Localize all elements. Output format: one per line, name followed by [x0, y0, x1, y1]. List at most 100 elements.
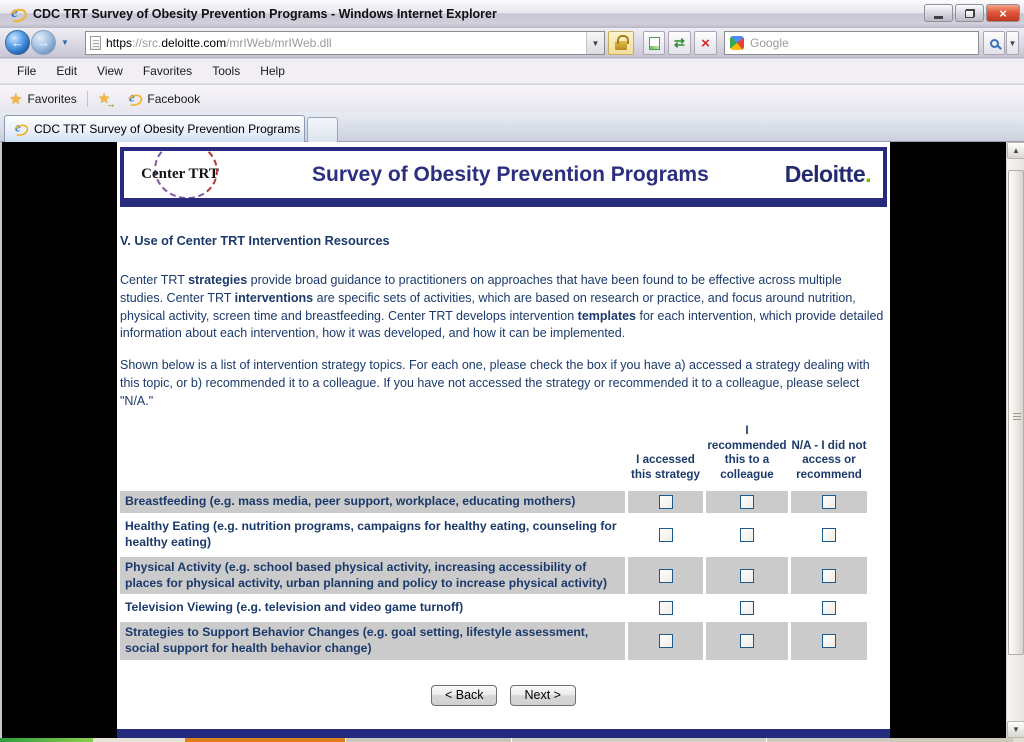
scrollbar-thumb[interactable] [1008, 170, 1024, 655]
survey-table: I accessed this strategy I recommended t… [120, 424, 867, 661]
menu-edit[interactable]: Edit [56, 64, 78, 78]
next-button[interactable]: Next > [509, 685, 576, 707]
checkbox[interactable] [658, 568, 673, 583]
search-go-button[interactable] [983, 31, 1005, 55]
checkbox[interactable] [822, 495, 836, 510]
search-options-dropdown[interactable]: ▼ [1006, 31, 1019, 55]
checkbox-cell [706, 516, 788, 554]
ie-logo-icon: e [9, 4, 25, 22]
table-row-label: Television Viewing (e.g. television and … [125, 600, 464, 615]
window-controls: × [924, 4, 1020, 22]
forward-arrow-icon: → [37, 35, 50, 50]
back-button[interactable]: < Back [431, 685, 498, 707]
checkbox[interactable] [822, 601, 836, 616]
table-row-label: Physical Activity (e.g. school based phy… [120, 556, 625, 595]
checkbox[interactable] [740, 527, 754, 542]
checkbox[interactable] [740, 568, 754, 583]
checkbox-cell [628, 491, 703, 514]
window-title: CDC TRT Survey of Obesity Prevention Pro… [33, 7, 497, 21]
instructions-paragraph: Shown below is a list of intervention st… [120, 358, 870, 408]
checkbox-cell [791, 516, 867, 554]
table-row-label: Strategies to Support Behavior Changes (… [120, 622, 625, 661]
favorites-button[interactable]: Favorites [27, 91, 77, 106]
taskbar-button-sliver[interactable] [511, 738, 766, 742]
navigation-bar: ← → ▼ https://src.deloitte.com/mrIWeb/mr… [0, 28, 1024, 58]
back-nav-button[interactable]: ← [5, 30, 30, 55]
security-lock-button[interactable] [608, 31, 634, 55]
center-trt-logo: Center TRT [124, 151, 236, 198]
start-button-sliver[interactable] [0, 738, 93, 742]
checkbox[interactable] [740, 495, 754, 510]
search-input[interactable]: Google [724, 31, 979, 55]
refresh-button[interactable]: ⇄ [668, 31, 691, 55]
menu-file[interactable]: File [17, 64, 37, 78]
address-dropdown-button[interactable]: ▼ [586, 32, 604, 54]
checkbox[interactable] [658, 601, 673, 616]
menu-favorites[interactable]: Favorites [142, 64, 193, 78]
refresh-icon: ⇄ [674, 35, 685, 50]
favorites-star-icon: ★ [9, 90, 23, 108]
checkbox-cell [791, 491, 867, 514]
divider [86, 90, 88, 107]
checkbox-cell [628, 622, 703, 661]
checkbox[interactable] [740, 634, 754, 649]
compatibility-view-button[interactable] [643, 31, 665, 55]
taskbar-button-sliver[interactable] [766, 738, 1013, 742]
minimize-button[interactable] [924, 4, 953, 22]
close-icon: × [999, 5, 1007, 21]
web-page: Center TRT Survey of Obesity Prevention … [117, 142, 890, 738]
checkbox-cell [628, 516, 703, 554]
checkbox[interactable] [658, 527, 673, 542]
menu-help[interactable]: Help [260, 64, 285, 78]
magnifier-icon [989, 38, 999, 48]
intro-paragraph: Center TRT strategies provide broad guid… [120, 273, 884, 341]
navigation-buttons: < Back Next > [117, 685, 890, 707]
tab-survey[interactable]: e CDC TRT Survey of Obesity Prevention P… [4, 115, 305, 142]
address-bar[interactable]: https://src.deloitte.com/mrIWeb/mrIWeb.d… [85, 31, 605, 55]
checkbox-cell [628, 597, 703, 619]
checkbox[interactable] [822, 527, 836, 542]
deloitte-green-dot: . [865, 161, 871, 187]
table-header-recommended: I recommended this to a colleague [707, 424, 787, 481]
browser-viewport: Center TRT Survey of Obesity Prevention … [0, 142, 1024, 738]
page-header-banner: Center TRT Survey of Obesity Prevention … [120, 147, 887, 207]
vertical-scrollbar[interactable]: ▲ ▼ [1006, 142, 1024, 738]
url-text: https://src.deloitte.com/mrIWeb/mrIWeb.d… [106, 36, 332, 50]
favorites-bar: ★ Favorites ★ e Facebook [0, 85, 1024, 112]
title-bar: e CDC TRT Survey of Obesity Prevention P… [0, 0, 1024, 28]
taskbar-segment [1013, 738, 1024, 742]
table-row-label: Breastfeeding (e.g. mass media, peer sup… [120, 491, 625, 514]
taskbar-segment [93, 738, 185, 742]
scroll-down-button[interactable]: ▼ [1007, 721, 1024, 738]
new-tab-button[interactable] [307, 117, 338, 142]
table-header-empty [120, 424, 625, 488]
tab-bar: e CDC TRT Survey of Obesity Prevention P… [0, 112, 1024, 142]
table-row-label: Healthy Eating (e.g. nutrition programs,… [125, 519, 617, 549]
page-footer-bar [117, 729, 890, 738]
section-heading: V. Use of Center TRT Intervention Resour… [120, 234, 390, 248]
restore-button[interactable] [955, 4, 984, 22]
checkbox[interactable] [822, 568, 836, 583]
checkbox[interactable] [822, 634, 836, 649]
taskbar-button-sliver[interactable] [345, 738, 511, 742]
add-to-favorites-bar-icon[interactable]: ★ [98, 90, 115, 109]
checkbox-cell [628, 556, 703, 595]
checkbox[interactable] [740, 601, 754, 616]
checkbox-cell [791, 622, 867, 661]
stop-button[interactable]: × [694, 31, 717, 55]
menu-view[interactable]: View [97, 64, 123, 78]
recent-pages-dropdown[interactable]: ▼ [61, 38, 69, 47]
checkbox[interactable] [658, 495, 673, 510]
back-arrow-icon: ← [11, 35, 24, 50]
forward-nav-button[interactable]: → [31, 30, 56, 55]
close-button[interactable]: × [986, 4, 1020, 22]
padlock-icon [615, 35, 629, 50]
taskbar-active-button-sliver[interactable] [185, 738, 345, 742]
restore-icon [964, 8, 975, 18]
scroll-up-button[interactable]: ▲ [1007, 142, 1024, 159]
favorites-link-facebook[interactable]: e Facebook [129, 90, 201, 106]
menu-tools[interactable]: Tools [212, 64, 241, 78]
checkbox[interactable] [658, 634, 673, 649]
checkbox-cell [791, 597, 867, 619]
